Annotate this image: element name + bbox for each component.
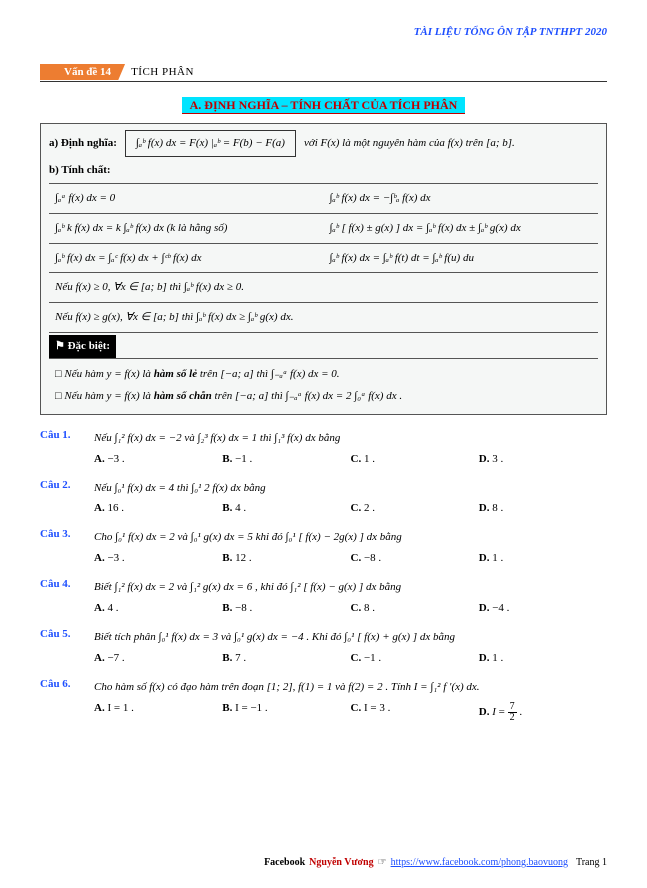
q-options: A. −3 . B. −1 . C. 1 . D. 3 . [94, 453, 607, 465]
q-label: Câu 5. [40, 628, 84, 640]
q-text: Biết tích phân ∫₀¹ f(x) dx = 3 và ∫₀¹ g(… [94, 628, 455, 648]
opt-a: A. −7 . [94, 652, 222, 664]
question: Câu 4. Biết ∫₁² f(x) dx = 2 và ∫₁² g(x) … [40, 578, 607, 614]
opt-a: A. 4 . [94, 602, 222, 614]
opt-a: A. I = 1 . [94, 702, 222, 723]
definition-line: a) Định nghĩa: ∫ₐᵇ f(x) dx = F(x) |ₐᵇ = … [49, 130, 598, 157]
section-heading: A. ĐỊNH NGHĨA – TÍNH CHẤT CỦA TÍCH PHÂN [40, 98, 607, 113]
opt-c: C. 8 . [351, 602, 479, 614]
dacbiet-line-2: □ Nếu hàm y = f(x) là hàm số chẵn trên [… [55, 387, 592, 406]
opt-c: C. −8 . [351, 552, 479, 564]
opt-b: B. −8 . [222, 602, 350, 614]
q-options: A. 16 . B. 4 . C. 2 . D. 8 . [94, 502, 607, 514]
q-text: Nếu ∫₁² f(x) dx = −2 và ∫₂³ f(x) dx = 1 … [94, 429, 340, 449]
def-tail: với F(x) là một nguyên hàm của f(x) trên… [304, 134, 515, 153]
dacbiet-cell: ⚑ Đặc biệt: □ Nếu hàm y = f(x) là hàm số… [49, 332, 598, 408]
opt-d: D. I = 72 . [479, 702, 607, 723]
opt-d: D. 1 . [479, 552, 607, 564]
prop-label: b) Tính chất: [49, 161, 598, 180]
question: Câu 6. Cho hàm số f(x) có đạo hàm trên đ… [40, 678, 607, 723]
opt-b: B. 12 . [222, 552, 350, 564]
cell: Nếu f(x) ≥ g(x), ∀x ∈ [a; b] thì ∫ₐᵇ f(x… [49, 303, 598, 333]
q-text: Biết ∫₁² f(x) dx = 2 và ∫₁² g(x) dx = 6 … [94, 578, 401, 598]
prop-label-text: b) Tính chất: [49, 164, 111, 176]
table-row: ∫ₐᵃ f(x) dx = 0 ∫ₐᵇ f(x) dx = −∫ᵇₐ f(x) … [49, 184, 598, 214]
table-row: Nếu f(x) ≥ g(x), ∀x ∈ [a; b] thì ∫ₐᵇ f(x… [49, 303, 598, 333]
table-row: ∫ₐᵇ f(x) dx = ∫ₐᶜ f(x) dx + ∫ᶜᵇ f(x) dx … [49, 243, 598, 273]
q-label: Câu 3. [40, 528, 84, 540]
footer-author: Nguyễn Vương [309, 857, 373, 868]
opt-b: B. 4 . [222, 502, 350, 514]
page: TÀI LIỆU TỔNG ÔN TẬP TNTHPT 2020 Vấn đề … [0, 0, 647, 888]
cell: ∫ₐᵃ f(x) dx = 0 [49, 184, 324, 214]
q-label: Câu 6. [40, 678, 84, 690]
theory-box: a) Định nghĩa: ∫ₐᵇ f(x) dx = F(x) |ₐᵇ = … [40, 123, 607, 415]
opt-b: B. I = −1 . [222, 702, 350, 723]
cell: ∫ₐᵇ f(x) dx = ∫ₐᶜ f(x) dx + ∫ᶜᵇ f(x) dx [49, 243, 324, 273]
footer-fb: Facebook [264, 857, 305, 868]
footer-page: Trang 1 [576, 857, 607, 868]
opt-d: D. 8 . [479, 502, 607, 514]
cell: Nếu f(x) ≥ 0, ∀x ∈ [a; b] thì ∫ₐᵇ f(x) d… [49, 273, 598, 303]
q-label: Câu 4. [40, 578, 84, 590]
table-row: Nếu f(x) ≥ 0, ∀x ∈ [a; b] thì ∫ₐᵇ f(x) d… [49, 273, 598, 303]
dacbiet-line-1: □ Nếu hàm y = f(x) là hàm số lẻ trên [−a… [55, 365, 592, 384]
q-options: A. 4 . B. −8 . C. 8 . D. −4 . [94, 602, 607, 614]
opt-d-prefix: D. [479, 706, 490, 718]
dacbiet-title: ⚑ Đặc biệt: [49, 335, 116, 358]
questions: Câu 1. Nếu ∫₁² f(x) dx = −2 và ∫₂³ f(x) … [40, 429, 607, 723]
doc-header-right: TÀI LIỆU TỔNG ÔN TẬP TNTHPT 2020 [414, 26, 607, 38]
q-text: Cho hàm số f(x) có đạo hàm trên đoạn [1;… [94, 678, 480, 698]
cell: ∫ₐᵇ f(x) dx = ∫ₐᵇ f(t) dt = ∫ₐᵇ f(u) du [324, 243, 599, 273]
cell: ∫ₐᵇ f(x) dx = −∫ᵇₐ f(x) dx [324, 184, 599, 214]
dacbiet-body: □ Nếu hàm y = f(x) là hàm số lẻ trên [−a… [49, 358, 598, 408]
opt-c: C. 1 . [351, 453, 479, 465]
q-label: Câu 1. [40, 429, 84, 441]
footer-link[interactable]: https://www.facebook.com/phong.baovuong [391, 857, 568, 868]
question: Câu 2. Nếu ∫₀¹ f(x) dx = 4 thì ∫₀¹ 2 f(x… [40, 479, 607, 515]
topic-title: TÍCH PHÂN [131, 66, 194, 78]
hand-icon: ☞ [378, 857, 387, 868]
opt-d: D. 3 . [479, 453, 607, 465]
cell: ∫ₐᵇ [ f(x) ± g(x) ] dx = ∫ₐᵇ f(x) dx ± ∫… [324, 214, 599, 244]
q-label: Câu 2. [40, 479, 84, 491]
question: Câu 3. Cho ∫₀¹ f(x) dx = 2 và ∫₀¹ g(x) d… [40, 528, 607, 564]
properties-table: ∫ₐᵃ f(x) dx = 0 ∫ₐᵇ f(x) dx = −∫ᵇₐ f(x) … [49, 183, 598, 408]
opt-a: A. 16 . [94, 502, 222, 514]
q-text: Nếu ∫₀¹ f(x) dx = 4 thì ∫₀¹ 2 f(x) dx bằ… [94, 479, 266, 499]
topic-row: Vấn đề 14 TÍCH PHÂN [40, 64, 607, 82]
opt-d: D. 1 . [479, 652, 607, 664]
q-options: A. I = 1 . B. I = −1 . C. I = 3 . D. I =… [94, 702, 607, 723]
table-row: ⚑ Đặc biệt: □ Nếu hàm y = f(x) là hàm số… [49, 332, 598, 408]
opt-c: C. 2 . [351, 502, 479, 514]
opt-c: C. I = 3 . [351, 702, 479, 723]
table-row: ∫ₐᵇ k f(x) dx = k ∫ₐᵇ f(x) dx (k là hằng… [49, 214, 598, 244]
q-text: Cho ∫₀¹ f(x) dx = 2 và ∫₀¹ g(x) dx = 5 k… [94, 528, 402, 548]
def-label: a) Định nghĩa: [49, 134, 117, 153]
question: Câu 1. Nếu ∫₁² f(x) dx = −2 và ∫₂³ f(x) … [40, 429, 607, 465]
question: Câu 5. Biết tích phân ∫₀¹ f(x) dx = 3 và… [40, 628, 607, 664]
section-heading-text: A. ĐỊNH NGHĨA – TÍNH CHẤT CỦA TÍCH PHÂN [182, 97, 466, 114]
opt-b: B. 7 . [222, 652, 350, 664]
opt-b: B. −1 . [222, 453, 350, 465]
q-options: A. −3 . B. 12 . C. −8 . D. 1 . [94, 552, 607, 564]
topic-badge: Vấn đề 14 [40, 64, 125, 80]
opt-a: A. −3 . [94, 453, 222, 465]
cell: ∫ₐᵇ k f(x) dx = k ∫ₐᵇ f(x) dx (k là hằng… [49, 214, 324, 244]
q-options: A. −7 . B. 7 . C. −1 . D. 1 . [94, 652, 607, 664]
opt-a: A. −3 . [94, 552, 222, 564]
opt-c: C. −1 . [351, 652, 479, 664]
def-formula: ∫ₐᵇ f(x) dx = F(x) |ₐᵇ = F(b) − F(a) [125, 130, 296, 157]
footer: Facebook Nguyễn Vương ☞ https://www.face… [40, 857, 607, 868]
opt-d: D. −4 . [479, 602, 607, 614]
